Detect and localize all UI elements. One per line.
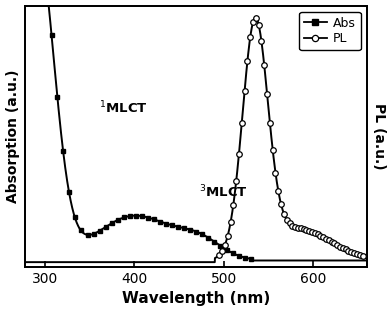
- X-axis label: Wavelength (nm): Wavelength (nm): [122, 291, 270, 306]
- Text: $^1$MLCT: $^1$MLCT: [98, 100, 147, 117]
- Text: $^3$MLCT: $^3$MLCT: [199, 183, 247, 200]
- Legend: Abs, PL: Abs, PL: [299, 12, 361, 50]
- Y-axis label: PL (a.u.): PL (a.u.): [372, 103, 387, 170]
- Y-axis label: Absorption (a.u.): Absorption (a.u.): [5, 70, 20, 203]
